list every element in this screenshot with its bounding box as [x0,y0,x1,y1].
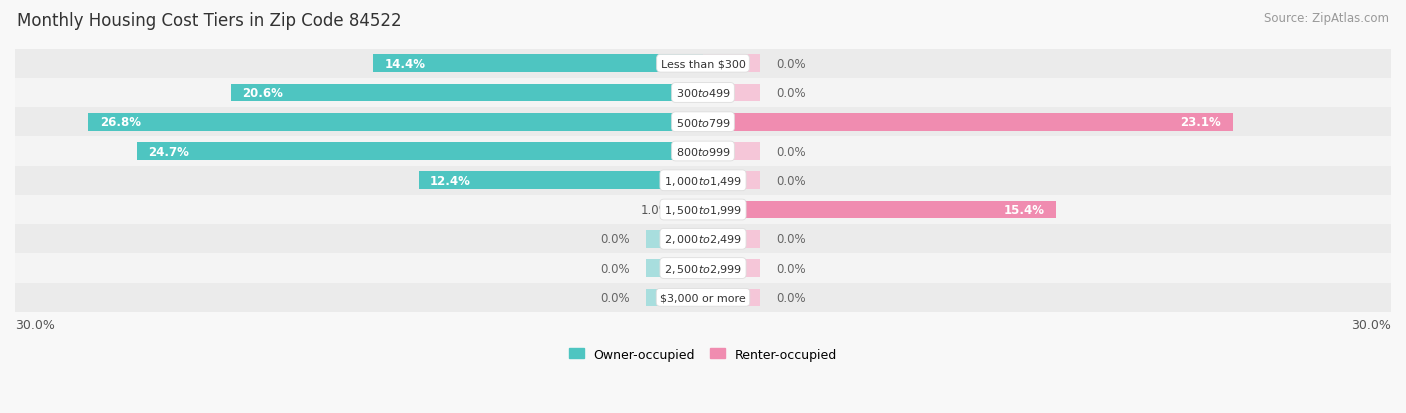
Bar [703,172,761,190]
Text: $500 to $799: $500 to $799 [675,116,731,128]
Bar [703,260,761,277]
Text: 26.8%: 26.8% [100,116,141,129]
Text: $800 to $999: $800 to $999 [675,146,731,158]
Text: 14.4%: 14.4% [384,57,425,71]
Text: 0.0%: 0.0% [600,262,630,275]
Text: 0.0%: 0.0% [776,262,806,275]
Bar [15,108,1391,137]
Text: $3,000 or more: $3,000 or more [661,293,745,303]
Bar [373,55,703,73]
Bar [703,289,761,306]
Bar [136,143,703,160]
Bar [15,283,1391,312]
Text: $2,000 to $2,499: $2,000 to $2,499 [664,233,742,246]
Bar [645,230,703,248]
Text: 0.0%: 0.0% [600,233,630,246]
Legend: Owner-occupied, Renter-occupied: Owner-occupied, Renter-occupied [564,343,842,366]
Text: 15.4%: 15.4% [1004,204,1045,216]
Text: $2,500 to $2,999: $2,500 to $2,999 [664,262,742,275]
Bar [15,50,1391,78]
Text: 1.0%: 1.0% [641,204,671,216]
Bar [419,172,703,190]
Text: 0.0%: 0.0% [776,87,806,100]
Bar [15,78,1391,108]
Text: 20.6%: 20.6% [242,87,283,100]
Bar [703,230,761,248]
Bar [703,201,1056,219]
Bar [15,195,1391,225]
Bar [703,143,761,160]
Bar [15,225,1391,254]
Text: Less than $300: Less than $300 [661,59,745,69]
Text: 23.1%: 23.1% [1181,116,1222,129]
Text: 24.7%: 24.7% [148,145,188,158]
Text: 0.0%: 0.0% [776,174,806,188]
Bar [15,166,1391,195]
Bar [645,289,703,306]
Bar [15,137,1391,166]
Text: 30.0%: 30.0% [1351,318,1391,331]
Bar [15,254,1391,283]
Text: 30.0%: 30.0% [15,318,55,331]
Bar [681,201,703,219]
Text: 0.0%: 0.0% [776,57,806,71]
Text: $300 to $499: $300 to $499 [675,87,731,99]
Text: $1,000 to $1,499: $1,000 to $1,499 [664,174,742,188]
Bar [703,114,1233,131]
Text: Monthly Housing Cost Tiers in Zip Code 84522: Monthly Housing Cost Tiers in Zip Code 8… [17,12,402,30]
Bar [703,85,761,102]
Text: 0.0%: 0.0% [600,291,630,304]
Bar [231,85,703,102]
Bar [703,55,761,73]
Text: 0.0%: 0.0% [776,291,806,304]
Text: 12.4%: 12.4% [430,174,471,188]
Bar [89,114,703,131]
Text: 0.0%: 0.0% [776,233,806,246]
Text: Source: ZipAtlas.com: Source: ZipAtlas.com [1264,12,1389,25]
Text: $1,500 to $1,999: $1,500 to $1,999 [664,204,742,216]
Bar [645,260,703,277]
Text: 0.0%: 0.0% [776,145,806,158]
